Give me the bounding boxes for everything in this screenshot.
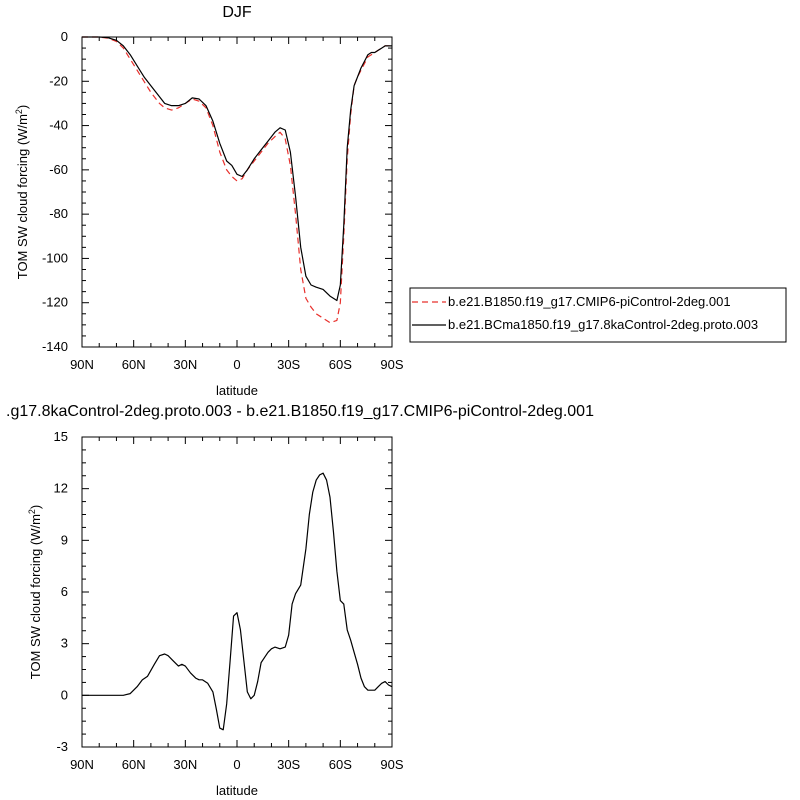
bottom-x-tick-label: 60N [122,757,146,772]
top-x-tick-label: 0 [233,357,240,372]
top-y-tick-label: -20 [49,73,68,88]
bottom-y-tick-label: 6 [61,584,68,599]
top-y-tick-label: -80 [49,206,68,221]
bottom-y-tick-label: 15 [54,429,68,444]
top-axis-ticks: 90N 60N 30N 0 30S 60S 90S 0 -20 -40 -60 -80 -100 -120… [42,29,404,372]
legend-label-8kaControl: b.e21.BCma1850.f19_g17.8kaControl-2deg.p… [448,317,758,332]
bottom-chart-title: .g17.8kaControl-2deg.proto.003 - b.e21.B… [6,403,594,420]
bottom-panel: .g17.8kaControl-2deg.proto.003 - b.e21.B… [6,403,594,798]
top-series-line-1 [82,36,392,302]
bottom-series-lines [82,472,393,731]
top-x-tick-label: 30N [173,357,197,372]
top-y-axis-label: TOM SW cloud forcing (W/m2) [14,105,30,280]
top-x-tick-label: 90N [70,357,94,372]
top-x-axis-label: latitude [216,383,258,398]
top-series-line-0 [82,36,392,324]
bottom-y-tick-label: 3 [61,636,68,651]
bottom-axis-ticks: 90N 60N 30N 0 30S 60S 90S 15 12 9 6 3 0 -3 [54,429,404,772]
top-y-tick-label: -100 [42,250,68,265]
top-x-tick-label: 60N [122,357,146,372]
top-x-tick-label: 30S [277,357,300,372]
bottom-y-tick-label: -3 [56,739,68,754]
top-y-tick-label: -40 [49,118,68,133]
bottom-x-tick-label: 30N [173,757,197,772]
bottom-x-tick-label: 0 [233,757,240,772]
bottom-x-tick-label: 60S [329,757,352,772]
bottom-y-tick-label: 12 [54,481,68,496]
top-y-tick-label: -60 [49,162,68,177]
bottom-x-tick-label: 30S [277,757,300,772]
bottom-y-axis-label: TOM SW cloud forcing (W/m2) [27,505,43,680]
legend-box [409,287,787,343]
bottom-series-line-0 [82,472,393,731]
top-x-tick-label: 90S [380,357,403,372]
top-y-tick-label: 0 [61,29,68,44]
top-panel: DJF 90N 60N 30N 0 30S 60S 90S 0 -20 -40 -60 -80 -100… [14,4,787,398]
top-chart-title: DJF [222,4,252,21]
bottom-y-tick-label: 0 [61,687,68,702]
bottom-x-tick-label: 90S [380,757,403,772]
bottom-x-axis-label: latitude [216,783,258,798]
top-x-tick-label: 60S [329,357,352,372]
top-y-tick-label: -140 [42,339,68,354]
top-y-tick-label: -120 [42,295,68,310]
bottom-y-tick-label: 9 [61,532,68,547]
bottom-x-tick-label: 90N [70,757,94,772]
top-series-lines [82,36,392,324]
bottom-plot-frame [81,436,393,748]
legend-label-piControl: b.e21.B1850.f19_g17.CMIP6-piControl-2deg… [448,294,731,309]
